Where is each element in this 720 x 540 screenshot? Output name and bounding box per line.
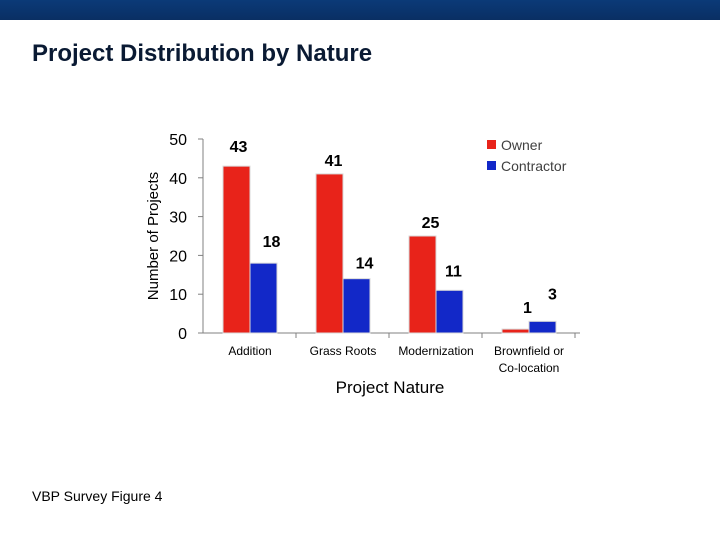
legend-label-contractor: Contractor [501, 158, 567, 174]
x-axis-title: Project Nature [336, 378, 445, 397]
x-category-label: Brownfield or [494, 344, 564, 358]
data-label: 1 [523, 300, 532, 317]
x-category-label: Addition [228, 344, 271, 358]
x-category-label: Modernization [398, 344, 473, 358]
bar-owner [501, 328, 530, 334]
y-tick-label: 30 [169, 210, 187, 227]
y-tick-label: 40 [169, 171, 187, 188]
data-label: 11 [445, 263, 462, 280]
y-tick-label: 0 [178, 326, 187, 343]
slide-title: Project Distribution by Nature [32, 40, 373, 67]
y-tick-label: 20 [169, 248, 187, 265]
bar-owner [315, 173, 344, 334]
legend-swatch-contractor [487, 161, 496, 170]
data-label: 18 [263, 234, 281, 251]
bar-owner [222, 165, 251, 334]
footer-caption: VBP Survey Figure 4 [32, 488, 163, 504]
top-banner [0, 0, 720, 20]
data-label: 41 [325, 153, 343, 170]
y-axis-title: Number of Projects [145, 172, 162, 300]
y-tick-label: 50 [169, 132, 187, 149]
bar-owner [408, 235, 437, 334]
bar-contractor [249, 262, 278, 334]
bar-contractor [342, 278, 371, 334]
x-category-label: Co-location [499, 361, 560, 375]
x-category-label: Grass Roots [310, 344, 377, 358]
data-label: 14 [356, 256, 374, 273]
bar-contractor [528, 320, 557, 334]
legend-label-owner: Owner [501, 137, 543, 153]
data-label: 3 [548, 286, 557, 303]
data-label: 43 [230, 139, 248, 156]
data-label: 25 [422, 215, 440, 232]
bar-contractor [435, 289, 464, 334]
y-tick-label: 10 [169, 287, 187, 304]
legend-swatch-owner [487, 140, 496, 149]
